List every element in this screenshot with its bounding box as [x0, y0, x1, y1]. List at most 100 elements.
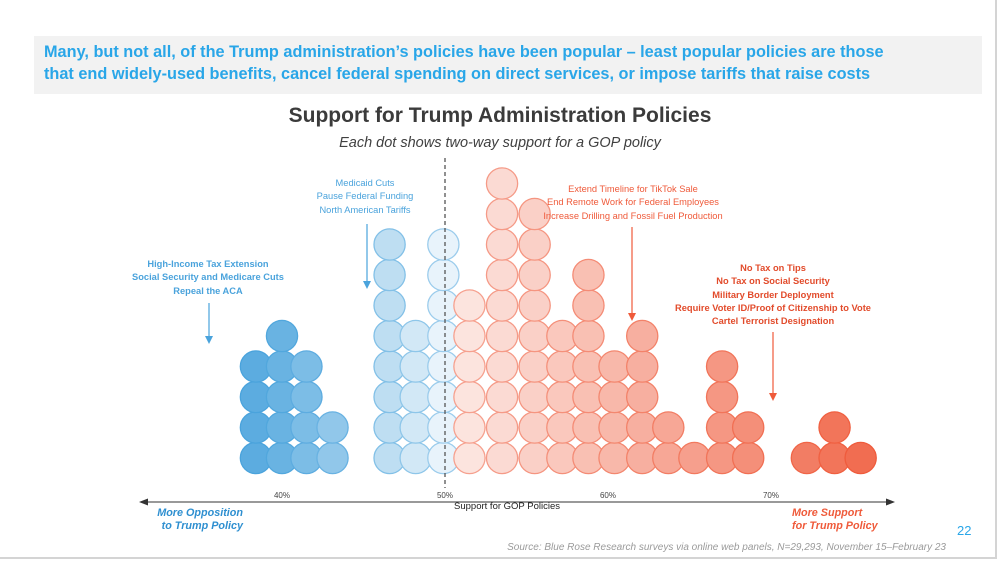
dot [598, 411, 631, 444]
dot [373, 228, 406, 261]
dot [399, 319, 432, 353]
dot [453, 411, 486, 444]
x-tick-label: 60% [600, 491, 616, 500]
dot [485, 167, 519, 200]
annotation-arrows [205, 224, 777, 401]
dot [485, 289, 519, 322]
annotation-left-bold-3: Repeal the ACA [173, 285, 243, 296]
dot [518, 289, 551, 322]
axis-arrow-right [886, 498, 895, 506]
edge-label-support-1: More Support [792, 507, 863, 519]
dot [518, 380, 551, 414]
annotation-right-bold-1: No Tax on Tips [740, 263, 806, 273]
dot [598, 350, 631, 383]
annotation-left-bold: High-Income Tax Extension Social Securit… [118, 258, 298, 298]
dot [453, 441, 486, 475]
dot [790, 441, 824, 475]
annotation-left-bold-2: Social Security and Medicare Cuts [132, 272, 284, 283]
x-tick-label: 40% [274, 491, 290, 500]
arrow-left-bold-head [205, 336, 213, 344]
dot [427, 258, 460, 292]
axis-layer: 40% 50% 60% 70% Support for GOP Policies [139, 158, 895, 512]
dot [485, 441, 519, 475]
dot [572, 319, 605, 353]
dot [485, 380, 519, 414]
dot [453, 380, 486, 414]
dot [427, 228, 460, 261]
dot [290, 380, 323, 414]
dot [652, 411, 685, 444]
dot [572, 289, 605, 322]
annotation-right-bold-2: No Tax on Social Security [716, 276, 830, 287]
axis-arrow-left [139, 498, 148, 506]
dot [399, 441, 432, 475]
annotation-right-bold-4: Require Voter ID/Proof of Citizenship to… [675, 302, 871, 313]
dot [373, 258, 406, 292]
annotation-left-light-1: Medicaid Cuts [335, 178, 395, 188]
chart-subtitle: Each dot shows two-way support for a GOP… [339, 135, 661, 151]
annotation-center-right-3: Increase Drilling and Fossil Fuel Produc… [543, 210, 723, 221]
headline-line-2: that end widely-used benefits, cancel fe… [44, 65, 871, 83]
dot [265, 319, 299, 353]
dot [373, 289, 406, 322]
arrow-right-bold-head [769, 393, 777, 401]
dot [316, 411, 349, 444]
dot [731, 411, 765, 444]
dot [399, 350, 432, 383]
page-number: 22 [957, 523, 972, 538]
dot [625, 350, 659, 383]
edge-label-support: More Support for Trump Policy [792, 507, 912, 533]
dot [518, 441, 551, 475]
dot [290, 350, 323, 383]
x-tick-label: 50% [437, 491, 453, 500]
dot [399, 380, 432, 414]
dots-layer [239, 167, 877, 475]
dot [518, 228, 551, 261]
edge-label-opposition: More Opposition to Trump Policy [143, 507, 243, 533]
dot [485, 350, 519, 383]
dot [453, 319, 486, 353]
dot [518, 258, 551, 292]
annotation-right-bold-5: Cartel Terrorist Designation [711, 316, 835, 327]
dot [844, 441, 877, 475]
dot [598, 441, 631, 475]
annotation-left-bold-1: High-Income Tax Extension [147, 259, 269, 269]
dot [518, 411, 551, 444]
dot [485, 228, 519, 261]
headline-line-1: Many, but not all, of the Trump administ… [44, 43, 884, 61]
annotation-center-right: Extend Timeline for TikTok Sale End Remo… [520, 183, 746, 223]
dot [485, 197, 519, 231]
arrow-left-light-head [363, 281, 371, 289]
headline-banner: Many, but not all, of the Trump administ… [34, 36, 982, 94]
chart-title: Support for Trump Administration Policie… [288, 104, 712, 127]
dot [625, 380, 659, 414]
dot [518, 319, 551, 353]
dot [316, 441, 349, 475]
annotation-right-bold-3: Military Border Deployment [712, 289, 834, 300]
dot [705, 350, 739, 383]
annotation-center-right-1: Extend Timeline for TikTok Sale [568, 184, 698, 194]
dot [485, 411, 519, 444]
annotation-left-light: Medicaid Cuts Pause Federal Funding Nort… [305, 177, 425, 217]
annotation-left-light-3: North American Tariffs [319, 204, 411, 215]
dot [518, 197, 551, 231]
dot [518, 350, 551, 383]
x-axis-label: Support for GOP Policies [454, 501, 560, 512]
dot [399, 411, 432, 444]
dot [572, 258, 605, 292]
dot [453, 289, 486, 322]
dot [678, 441, 711, 475]
dot [598, 380, 631, 414]
edge-label-support-2: for Trump Policy [792, 520, 878, 532]
dot [731, 441, 765, 475]
dot [453, 350, 486, 383]
annotation-left-light-2: Pause Federal Funding [316, 191, 414, 202]
edge-label-opposition-2: to Trump Policy [161, 520, 243, 532]
edge-label-opposition-1: More Opposition [157, 507, 243, 519]
dot [485, 319, 519, 353]
x-tick-label: 70% [763, 491, 779, 500]
annotation-right-bold: No Tax on Tips No Tax on Social Security… [658, 262, 888, 328]
dot [625, 319, 659, 353]
